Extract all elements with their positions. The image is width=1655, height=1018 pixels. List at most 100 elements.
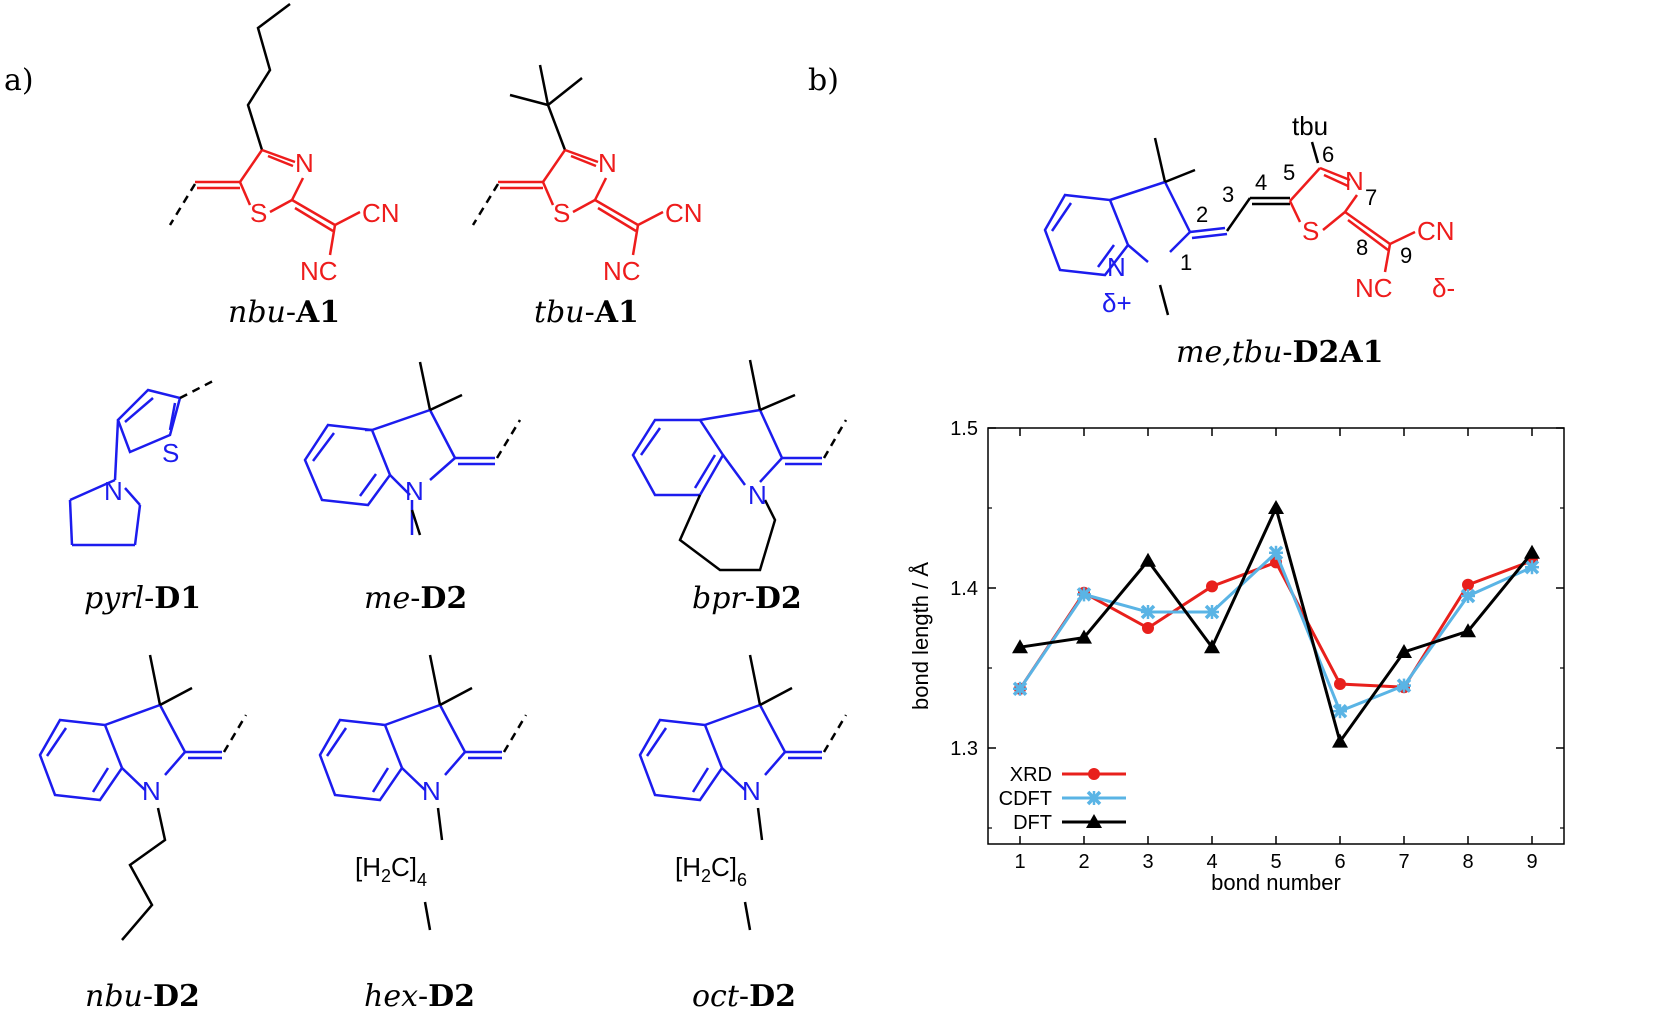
- bond-label-1: 1: [1180, 250, 1192, 275]
- x-tick-label: 7: [1398, 851, 1409, 873]
- atom-s: S: [1302, 216, 1319, 246]
- x-tick-label: 2: [1078, 851, 1089, 873]
- molecule-hex-d2: N [H2C]4: [318, 654, 528, 931]
- atom-nc: NC: [1355, 273, 1393, 303]
- caption-oct-d2: oct-D2: [692, 979, 796, 1014]
- data-point-xrd: [1142, 622, 1154, 634]
- bond-label-8: 8: [1356, 235, 1368, 260]
- legend-marker: [1086, 790, 1102, 806]
- legend-marker: [1086, 814, 1102, 828]
- data-point-xrd: [1462, 578, 1474, 591]
- atom-n: N: [598, 148, 617, 178]
- atom-tbu: tbu: [1292, 111, 1328, 141]
- x-tick-label: 9: [1526, 851, 1537, 873]
- chain-label-h2c6: [H2C]6: [675, 852, 747, 890]
- series-cdft: [1012, 545, 1540, 719]
- caption-pyrl-d1: pyrl-D1: [84, 581, 201, 616]
- legend-label: XRD: [1010, 764, 1052, 786]
- x-tick-label: 6: [1334, 851, 1345, 873]
- data-point-cdft: [1012, 681, 1028, 697]
- data-point-dft: [1140, 552, 1156, 567]
- data-point-dft: [1012, 639, 1028, 654]
- panel-label-a: a): [4, 63, 34, 98]
- y-tick-label: 1.5: [950, 418, 978, 440]
- data-point-dft: [1460, 623, 1476, 638]
- atom-n: N: [142, 776, 161, 806]
- bond-label-5: 5: [1283, 160, 1295, 185]
- x-tick-label: 8: [1462, 851, 1473, 873]
- caption-nbu-d2: nbu-D2: [85, 979, 200, 1014]
- legend-marker: [1088, 768, 1100, 780]
- series-line-dft: [1019, 503, 1534, 746]
- molecule-bpr-d2: N: [631, 359, 848, 572]
- bond-label-2: 2: [1196, 202, 1208, 227]
- bond-label-4: 4: [1255, 170, 1267, 195]
- atom-n: N: [295, 148, 314, 178]
- caption-me-tbu-d2a1: me,tbu-D2A1: [1176, 335, 1384, 370]
- atom-cn: CN: [1417, 216, 1455, 246]
- atom-n: N: [1345, 166, 1364, 196]
- legend-label: DFT: [1013, 812, 1052, 834]
- axis-ticks: 1 2 3 4 5 6 7 8 9 1.3 1.4 1.5: [950, 418, 1564, 873]
- molecule-nbu-d2: N: [38, 654, 248, 941]
- x-tick-label: 4: [1206, 851, 1217, 873]
- y-axis-label: bond length / Å: [908, 562, 933, 710]
- caption-hex-d2: hex-D2: [364, 979, 475, 1014]
- x-tick-label: 5: [1270, 851, 1281, 873]
- dipole-minus: δ-: [1432, 273, 1455, 303]
- data-point-dft: [1332, 733, 1348, 748]
- data-point-dft: [1524, 544, 1540, 559]
- atom-s: S: [553, 198, 570, 228]
- data-point-cdft: [1332, 703, 1348, 719]
- y-tick-label: 1.3: [950, 738, 978, 760]
- molecule-nbu-a1: N S CN NC: [168, 3, 400, 286]
- bond-label-3: 3: [1222, 182, 1234, 207]
- atom-cn: CN: [665, 198, 703, 228]
- molecule-me-tbu-d2a1: N N S CN NC tbu δ+ δ- 1 2 3 4 5 6 7 8 9: [1043, 111, 1455, 318]
- molecule-oct-d2: N [H2C]6: [638, 654, 848, 931]
- data-point-xrd: [1206, 580, 1218, 593]
- atom-nc: NC: [300, 256, 338, 286]
- bond-length-chart: 1 2 3 4 5 6 7 8 9 1.3 1.4 1.5 bond number bond leng…: [908, 418, 1565, 895]
- panel-label-b: b): [808, 63, 839, 98]
- legend-label: CDFT: [999, 788, 1052, 810]
- atom-n: N: [748, 480, 767, 510]
- chain-label-h2c4: [H2C]4: [355, 852, 427, 890]
- data-point-cdft: [1396, 678, 1412, 693]
- atom-n: N: [742, 776, 761, 806]
- series-line-cdft: [1018, 550, 1533, 714]
- caption-nbu-a1: nbu-A1: [228, 295, 340, 330]
- data-point-cdft: [1204, 604, 1220, 620]
- caption-bpr-d2: bpr-D2: [692, 581, 802, 616]
- series-xrd: [1014, 554, 1538, 695]
- series-layer: [1012, 500, 1540, 748]
- x-tick-label: 1: [1014, 851, 1025, 873]
- bond-label-9: 9: [1400, 243, 1412, 268]
- atom-nc: NC: [603, 256, 641, 286]
- data-point-xrd: [1334, 678, 1346, 690]
- atom-n: N: [422, 776, 441, 806]
- atom-s: S: [250, 198, 267, 228]
- series-line-xrd: [1018, 559, 1533, 690]
- bond-label-6: 6: [1322, 142, 1334, 167]
- atom-cn: CN: [362, 198, 400, 228]
- atom-n: N: [104, 476, 123, 506]
- atom-s: S: [162, 438, 179, 468]
- data-point-cdft: [1076, 587, 1092, 602]
- molecule-pyrl-d1: [68, 388, 182, 547]
- dipole-plus: δ+: [1102, 288, 1132, 318]
- x-axis-label: bond number: [1211, 870, 1341, 895]
- molecule-tbu-a1: N S CN NC: [471, 64, 703, 286]
- data-point-dft: [1268, 500, 1284, 514]
- atom-n: N: [405, 476, 424, 506]
- bond-label-7: 7: [1365, 185, 1377, 210]
- caption-tbu-a1: tbu-A1: [534, 295, 639, 330]
- data-point-cdft: [1524, 559, 1540, 575]
- data-point-dft: [1396, 644, 1412, 658]
- caption-me-d2: me-D2: [364, 581, 467, 616]
- y-tick-label: 1.4: [950, 578, 978, 600]
- x-tick-label: 3: [1142, 851, 1153, 873]
- data-point-cdft: [1140, 604, 1156, 620]
